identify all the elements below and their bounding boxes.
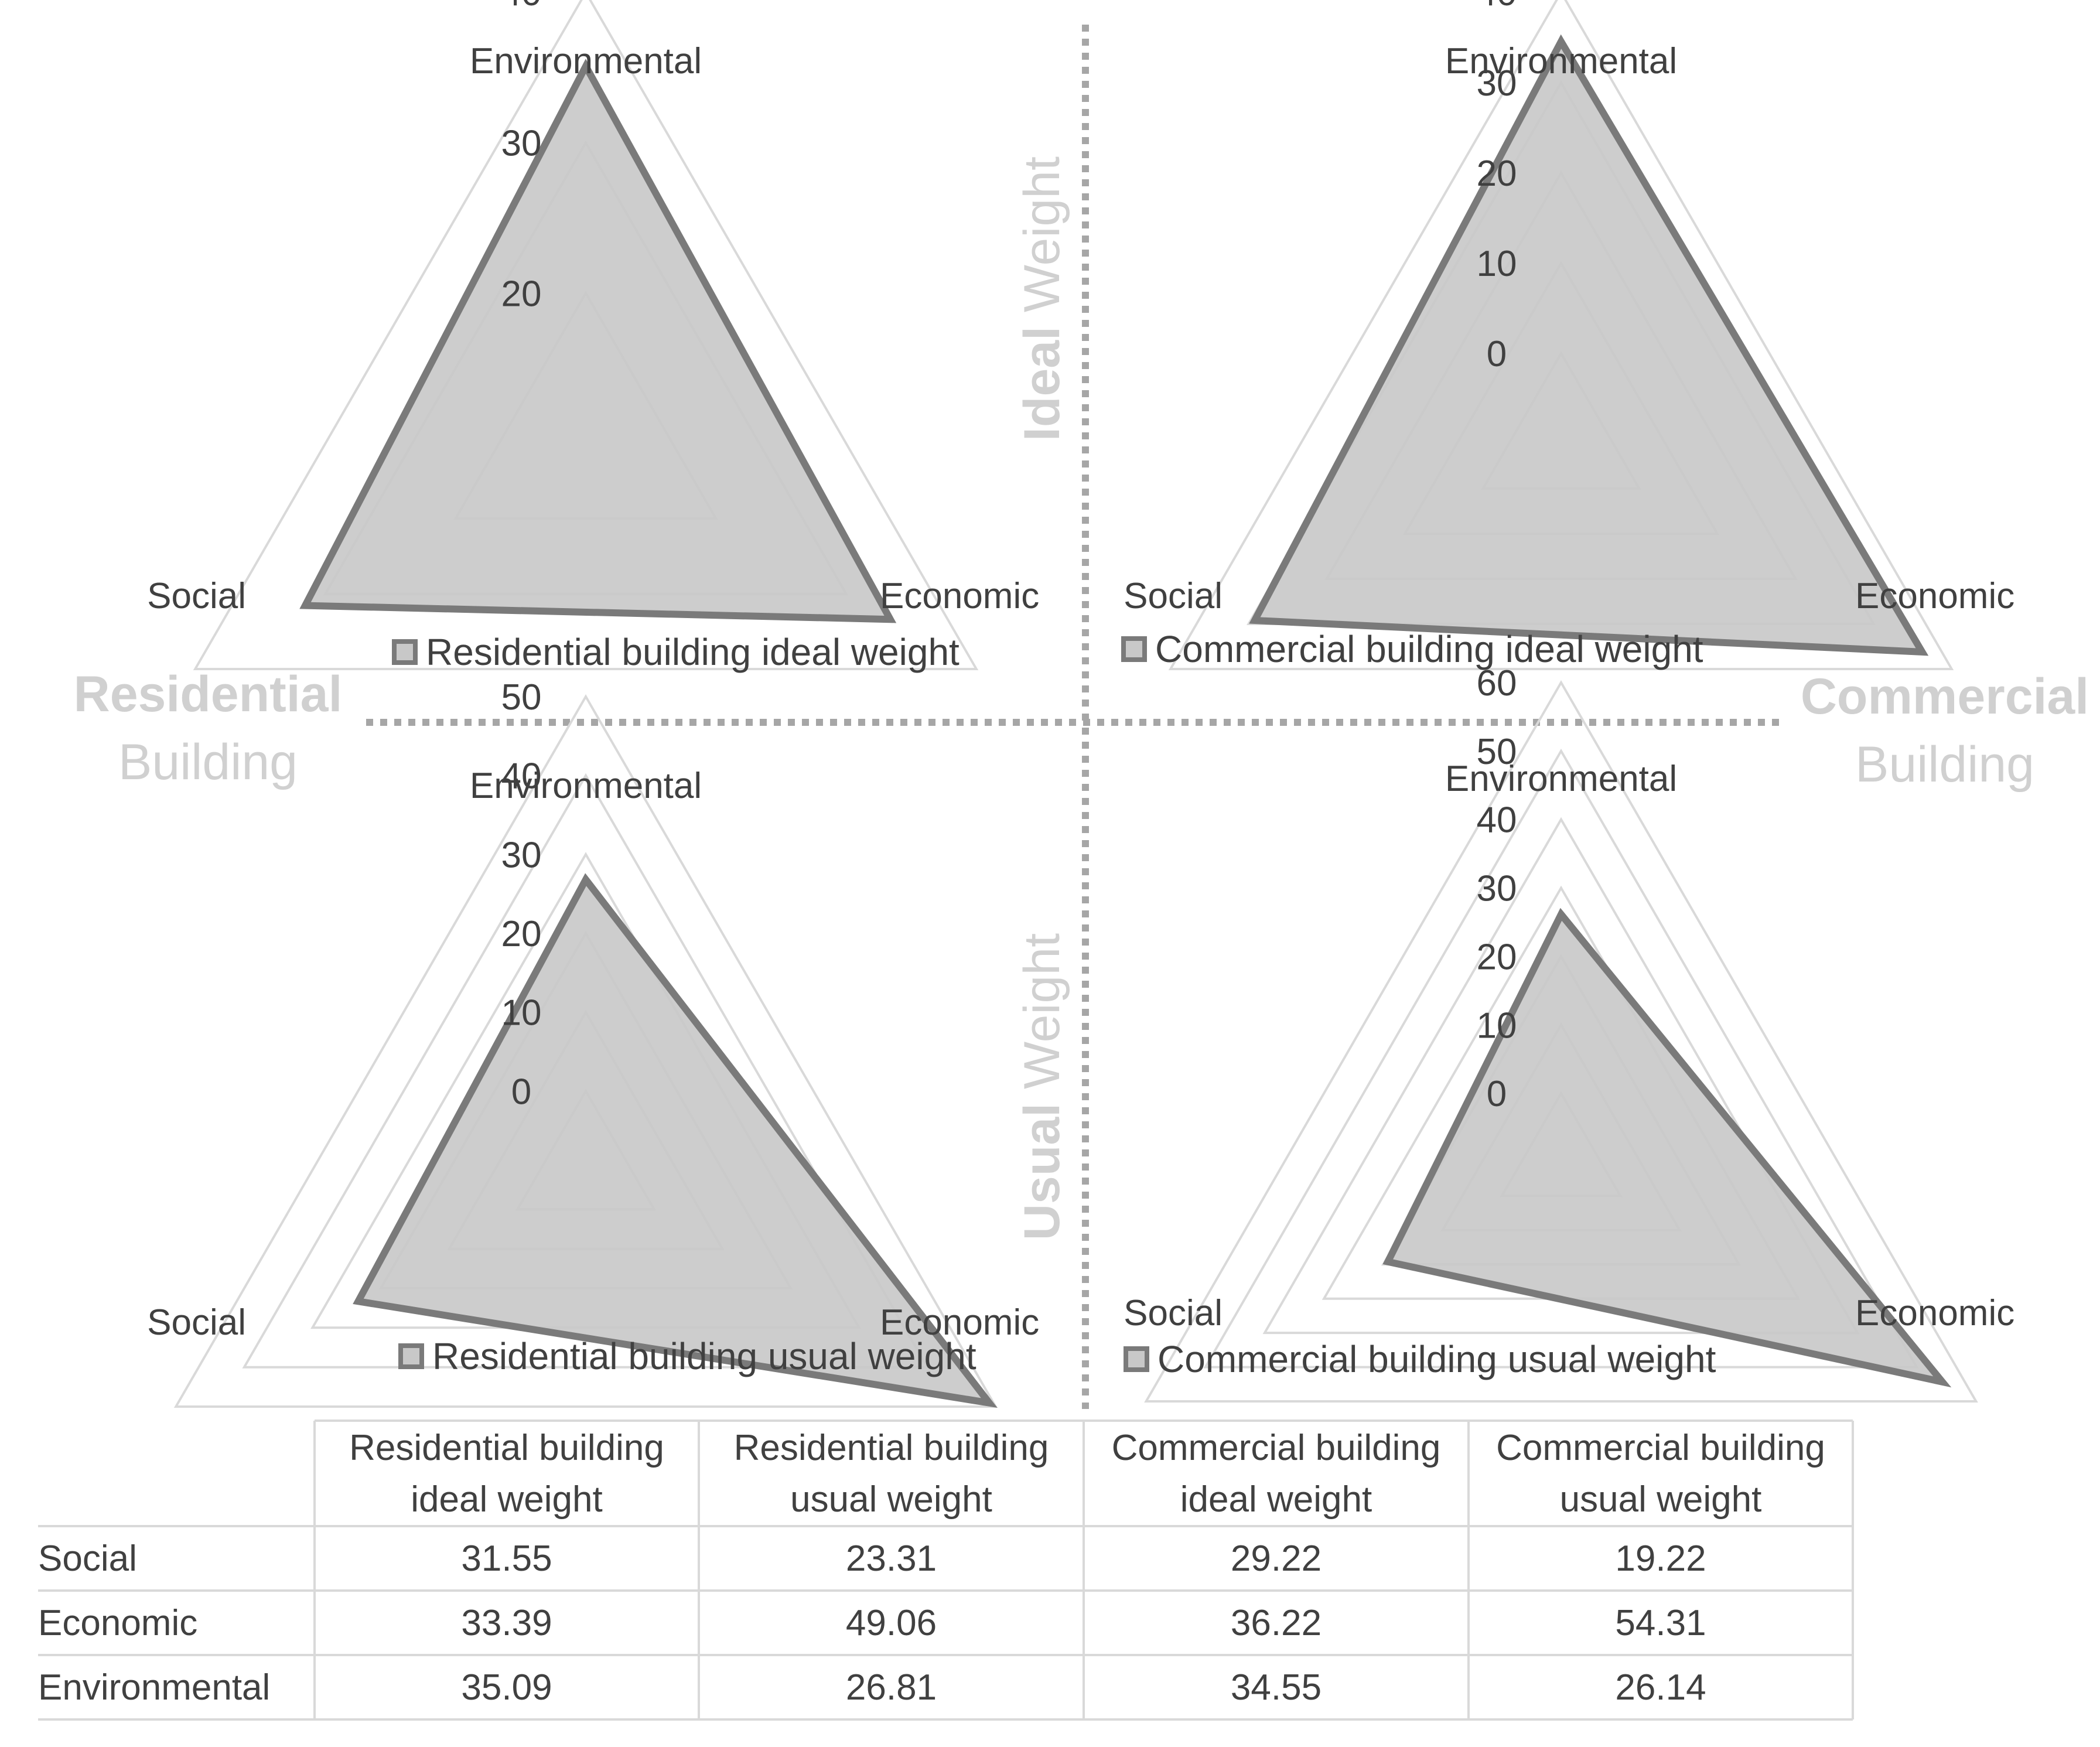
tick-label-0: 0 (511, 1072, 531, 1112)
table-header-1: Residential building (349, 1428, 664, 1468)
axis-label-economic: Economic (880, 576, 1039, 616)
axis-label-social: Social (1124, 576, 1223, 616)
residential-label-line1: Residential (74, 666, 343, 722)
radar-residential-usual: 0 10 20 30 40 50 Environmental Economic Social Re… (147, 677, 1039, 1408)
legend-swatch (1124, 1346, 1149, 1372)
axis-label-environmental: Environmental (470, 766, 702, 806)
tick-label-40: 40 (501, 0, 542, 13)
table-row-label-environmental: Environmental (38, 1667, 270, 1708)
tick-label-10: 10 (1477, 1005, 1517, 1046)
table-cell: 34.55 (1231, 1667, 1322, 1708)
legend-swatch (392, 639, 418, 665)
table-cell: 29.22 (1231, 1538, 1322, 1579)
series-area (1382, 907, 1952, 1388)
table-cell: 31.55 (461, 1538, 552, 1579)
series-area (353, 873, 998, 1408)
axis-label-social: Social (1124, 1293, 1223, 1333)
legend-swatch (398, 1343, 424, 1369)
tick-label-40: 40 (1477, 0, 1517, 13)
tick-label-30: 30 (501, 124, 542, 164)
table-row-label-economic: Economic (38, 1603, 197, 1643)
tick-label-50: 50 (1477, 732, 1517, 772)
legend-label: Residential building usual weight (432, 1335, 976, 1377)
tick-label-10: 10 (501, 993, 542, 1033)
tick-label-30: 30 (1477, 63, 1517, 104)
table-cell: 35.09 (461, 1667, 552, 1708)
quadrant-dividers (366, 25, 1784, 1409)
grid-ring-40 (242, 773, 930, 1369)
commercial-label-line1: Commercial (1801, 668, 2089, 725)
legend-label: Commercial building usual weight (1157, 1338, 1716, 1380)
table-cell: 26.14 (1615, 1667, 1706, 1708)
grid-ring-40 (1168, 0, 1954, 670)
table-cell: 54.31 (1615, 1603, 1706, 1643)
axis-label-economic: Economic (880, 1302, 1039, 1343)
tick-label-40: 40 (501, 756, 542, 797)
axis-label-economic: Economic (1855, 1293, 2014, 1333)
axis-label-economic: Economic (1855, 576, 2014, 616)
grid-ring-50 (1203, 748, 1919, 1369)
radar-residential-ideal: 20 30 40 Environmental Economic Social Residen… (147, 0, 1039, 673)
commercial-label-line2: Building (1855, 736, 2034, 793)
table-cell: 23.31 (846, 1538, 937, 1579)
usual-weight-label: Usual Weight (1014, 933, 1070, 1240)
axis-label-environmental: Environmental (1445, 41, 1677, 81)
table-cell: 26.81 (846, 1667, 937, 1708)
residential-label-line2: Building (118, 734, 298, 790)
tick-label-20: 20 (1477, 153, 1517, 194)
tick-label-20: 20 (501, 274, 542, 314)
legend-swatch (1121, 636, 1147, 662)
table-header-4: usual weight (1560, 1479, 1762, 1520)
tick-label-30: 30 (501, 835, 542, 875)
series-area (1249, 34, 1929, 656)
table-cell: 33.39 (461, 1603, 552, 1643)
data-table: Residential building ideal weight Resident… (38, 1420, 1854, 1721)
tick-label-40: 40 (1477, 800, 1517, 841)
table-cell: 49.06 (846, 1603, 937, 1643)
tick-label-0: 0 (1487, 1074, 1507, 1114)
ideal-weight-label: Ideal Weight (1014, 156, 1070, 441)
tick-label-60: 60 (1477, 663, 1517, 704)
axis-label-social: Social (147, 1302, 246, 1343)
table-header-4: Commercial building (1496, 1428, 1825, 1468)
grid-ring-60 (1144, 680, 1978, 1403)
table-header-2: usual weight (790, 1479, 992, 1520)
tick-label-10: 10 (1477, 244, 1517, 284)
series-area (299, 59, 897, 623)
axis-label-environmental: Environmental (470, 41, 702, 81)
tick-label-20: 20 (1477, 937, 1517, 977)
axis-label-social: Social (147, 576, 246, 616)
legend-label: Residential building ideal weight (426, 631, 959, 673)
legend-label: Commercial building ideal weight (1155, 628, 1703, 670)
table-row-label-social: Social (38, 1538, 137, 1579)
table-cell: 36.22 (1231, 1603, 1322, 1643)
grid-ring-40 (1262, 817, 1860, 1335)
axis-label-environmental: Environmental (1445, 759, 1677, 799)
table-header-3: Commercial building (1112, 1428, 1441, 1468)
table-header-3: ideal weight (1180, 1479, 1372, 1520)
grid-ring-40 (193, 0, 979, 670)
tick-label-50: 50 (501, 677, 542, 718)
radar-commercial-usual: 0 10 20 30 40 50 60 Environmental Economic Social… (1124, 663, 2014, 1403)
table-header-1: ideal weight (411, 1479, 602, 1520)
radar-commercial-ideal: 0 10 20 30 40 Environmental Economic Social Comm… (1121, 0, 2014, 670)
table-cell: 19.22 (1615, 1538, 1706, 1579)
tick-label-30: 30 (1477, 869, 1517, 909)
table-header-2: Residential building (734, 1428, 1049, 1468)
tick-label-20: 20 (501, 914, 542, 954)
grid-ring-50 (173, 694, 998, 1408)
tick-label-0: 0 (1487, 334, 1507, 374)
